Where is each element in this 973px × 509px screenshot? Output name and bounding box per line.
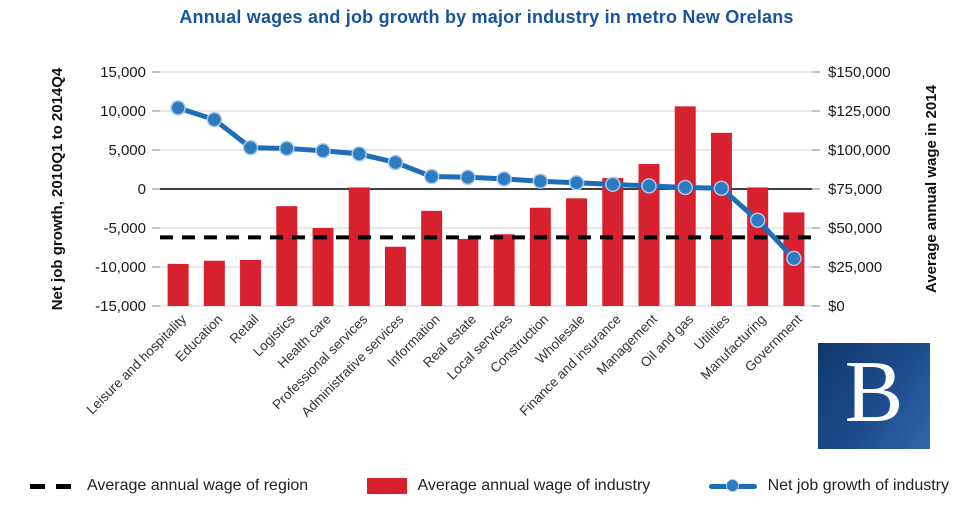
legend-label: Net job growth of industry	[767, 477, 949, 494]
line-point-management	[641, 178, 657, 194]
legend: Average annual wage of region Average an…	[0, 477, 973, 495]
line-point-finance-and-insurance	[605, 176, 621, 193]
bar-wholesale	[566, 198, 588, 306]
right-axis-title: Average annual wage in 2014	[923, 85, 940, 293]
line-point-education	[206, 111, 223, 128]
line-point-oil-and-gas	[677, 179, 693, 196]
bar-swatch-icon	[366, 478, 407, 494]
line-point-utilities	[713, 180, 730, 196]
line-point-information	[423, 168, 440, 185]
line-point-logistics	[279, 140, 295, 157]
legend-label: Average annual wage of region	[87, 477, 309, 494]
line-sample-dot	[725, 479, 739, 492]
left-axis-tick-label: -10,000	[95, 259, 146, 276]
bar-health-care	[312, 228, 334, 306]
right-axis-tick-label: $25,000	[828, 259, 882, 276]
line-point-construction	[532, 173, 549, 189]
line-point-administrative-services	[387, 154, 404, 171]
left-axis-tick-label: 0	[138, 181, 146, 198]
bar-retail	[240, 259, 262, 306]
bar-administrative-services	[384, 246, 406, 306]
bar-information	[421, 210, 443, 306]
left-axis-tick-label: -5,000	[103, 220, 146, 237]
dashed-line-sample-icon	[30, 483, 76, 489]
bar-management	[638, 164, 660, 306]
left-axis-tick-label: 5,000	[108, 142, 146, 159]
bar-manufacturing	[747, 187, 769, 306]
bar-local-services	[493, 234, 515, 306]
left-axis-tick-label: 10,000	[100, 103, 146, 120]
line-point-health-care	[315, 143, 331, 159]
line-point-retail	[242, 139, 259, 156]
right-axis-tick-label: $75,000	[828, 181, 882, 198]
bar-education	[203, 260, 225, 306]
left-axis-title: Net job growth, 2010Q1 to 2014Q4	[49, 67, 66, 311]
right-axis-tick-label: $0	[828, 298, 845, 315]
category-label-leisure-and-hospitality: Leisure and hospitality	[84, 311, 190, 417]
bar-finance-and-insurance	[602, 178, 624, 306]
bar-real-estate	[457, 238, 479, 306]
line-marker-sample-icon	[708, 479, 757, 493]
right-axis-tick-label: $125,000	[828, 103, 891, 120]
bar-utilities	[710, 132, 732, 306]
right-axis-tick-label: $50,000	[828, 220, 882, 237]
chart-title: Annual wages and job growth by major ind…	[179, 7, 794, 27]
line-point-wholesale	[568, 175, 585, 191]
brookings-logo: B	[818, 343, 930, 449]
bar-construction	[529, 207, 551, 306]
line-point-real-estate	[460, 169, 476, 186]
left-axis-tick-label: -15,000	[95, 298, 146, 315]
left-axis-tick-label: 15,000	[100, 64, 146, 81]
bar-logistics	[276, 206, 298, 306]
legend-item-region-average: Average annual wage of region	[30, 477, 308, 495]
legend-item-job-growth: Net job growth of industry	[708, 477, 949, 495]
line-point-government	[786, 250, 802, 267]
right-axis-tick-label: $100,000	[828, 142, 891, 159]
bar-oil-and-gas	[674, 106, 696, 306]
brookings-logo-letter: B	[844, 344, 904, 441]
line-point-professional-services	[351, 146, 367, 162]
legend-item-industry-wage: Average annual wage of industry	[366, 477, 651, 495]
line-point-manufacturing	[749, 212, 766, 228]
right-axis-tick-label: $150,000	[828, 64, 891, 81]
bar-professional-services	[348, 187, 370, 306]
line-point-local-services	[496, 171, 512, 187]
line-point-leisure-and-hospitality	[170, 100, 186, 116]
legend-label: Average annual wage of industry	[417, 477, 651, 494]
bar-leisure-and-hospitality	[167, 263, 189, 306]
